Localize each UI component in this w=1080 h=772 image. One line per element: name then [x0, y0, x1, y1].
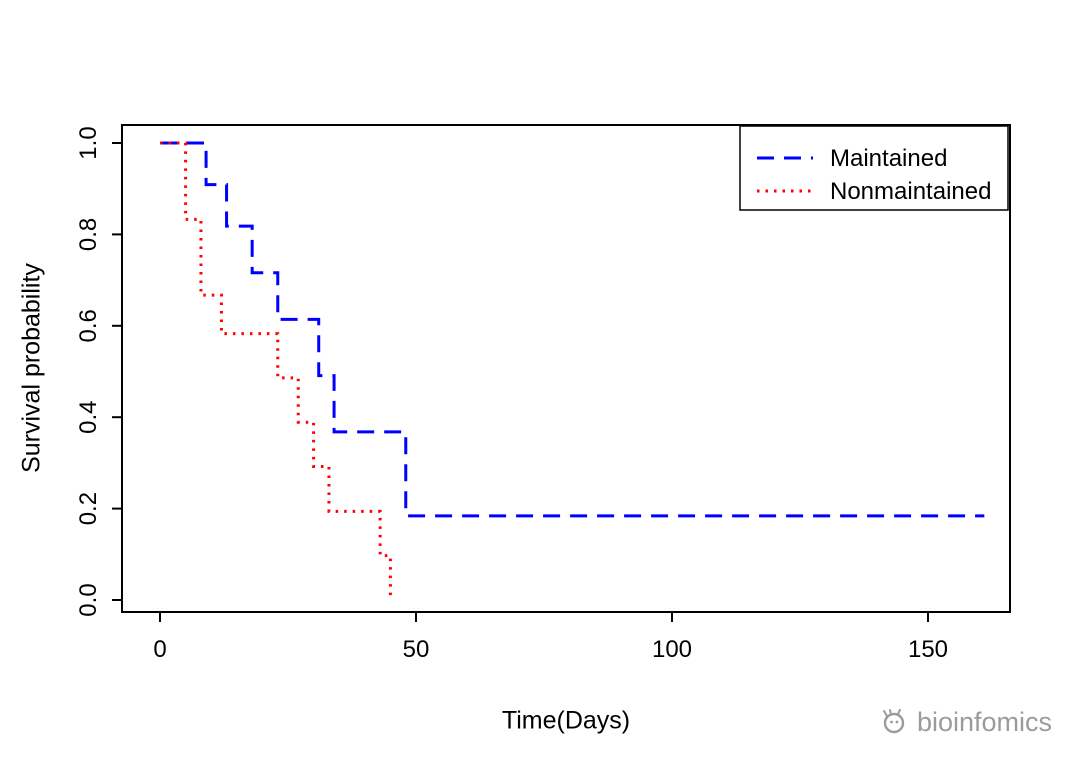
watermark: bioinfomics: [878, 706, 1052, 738]
legend-label-nonmaintained: Nonmaintained: [830, 178, 991, 205]
y-tick-label: 0.0: [75, 583, 102, 616]
x-tick-label: 100: [652, 636, 692, 663]
y-tick-label: 0.2: [75, 492, 102, 525]
y-tick-label: 0.8: [75, 218, 102, 251]
y-axis-title: Survival probability: [17, 263, 46, 473]
y-tick-label: 0.6: [75, 309, 102, 342]
nonmaintained-curve: [160, 141, 392, 600]
watermark-text: bioinfomics: [916, 706, 1052, 737]
legend-box: [739, 125, 1009, 211]
x-tick-label: 150: [908, 636, 948, 663]
bioinfomics-logo-icon: [882, 709, 905, 734]
x-axis-title: Time(Days): [501, 706, 631, 735]
maintained-curve: [160, 141, 985, 518]
legend-label-maintained: Maintained: [830, 145, 947, 172]
plot-border: [121, 124, 1011, 613]
y-tick-label: 1.0: [75, 126, 102, 159]
y-tick-label: 0.4: [75, 401, 102, 434]
x-tick-label: 50: [403, 636, 430, 663]
x-tick-label: 0: [153, 636, 166, 663]
